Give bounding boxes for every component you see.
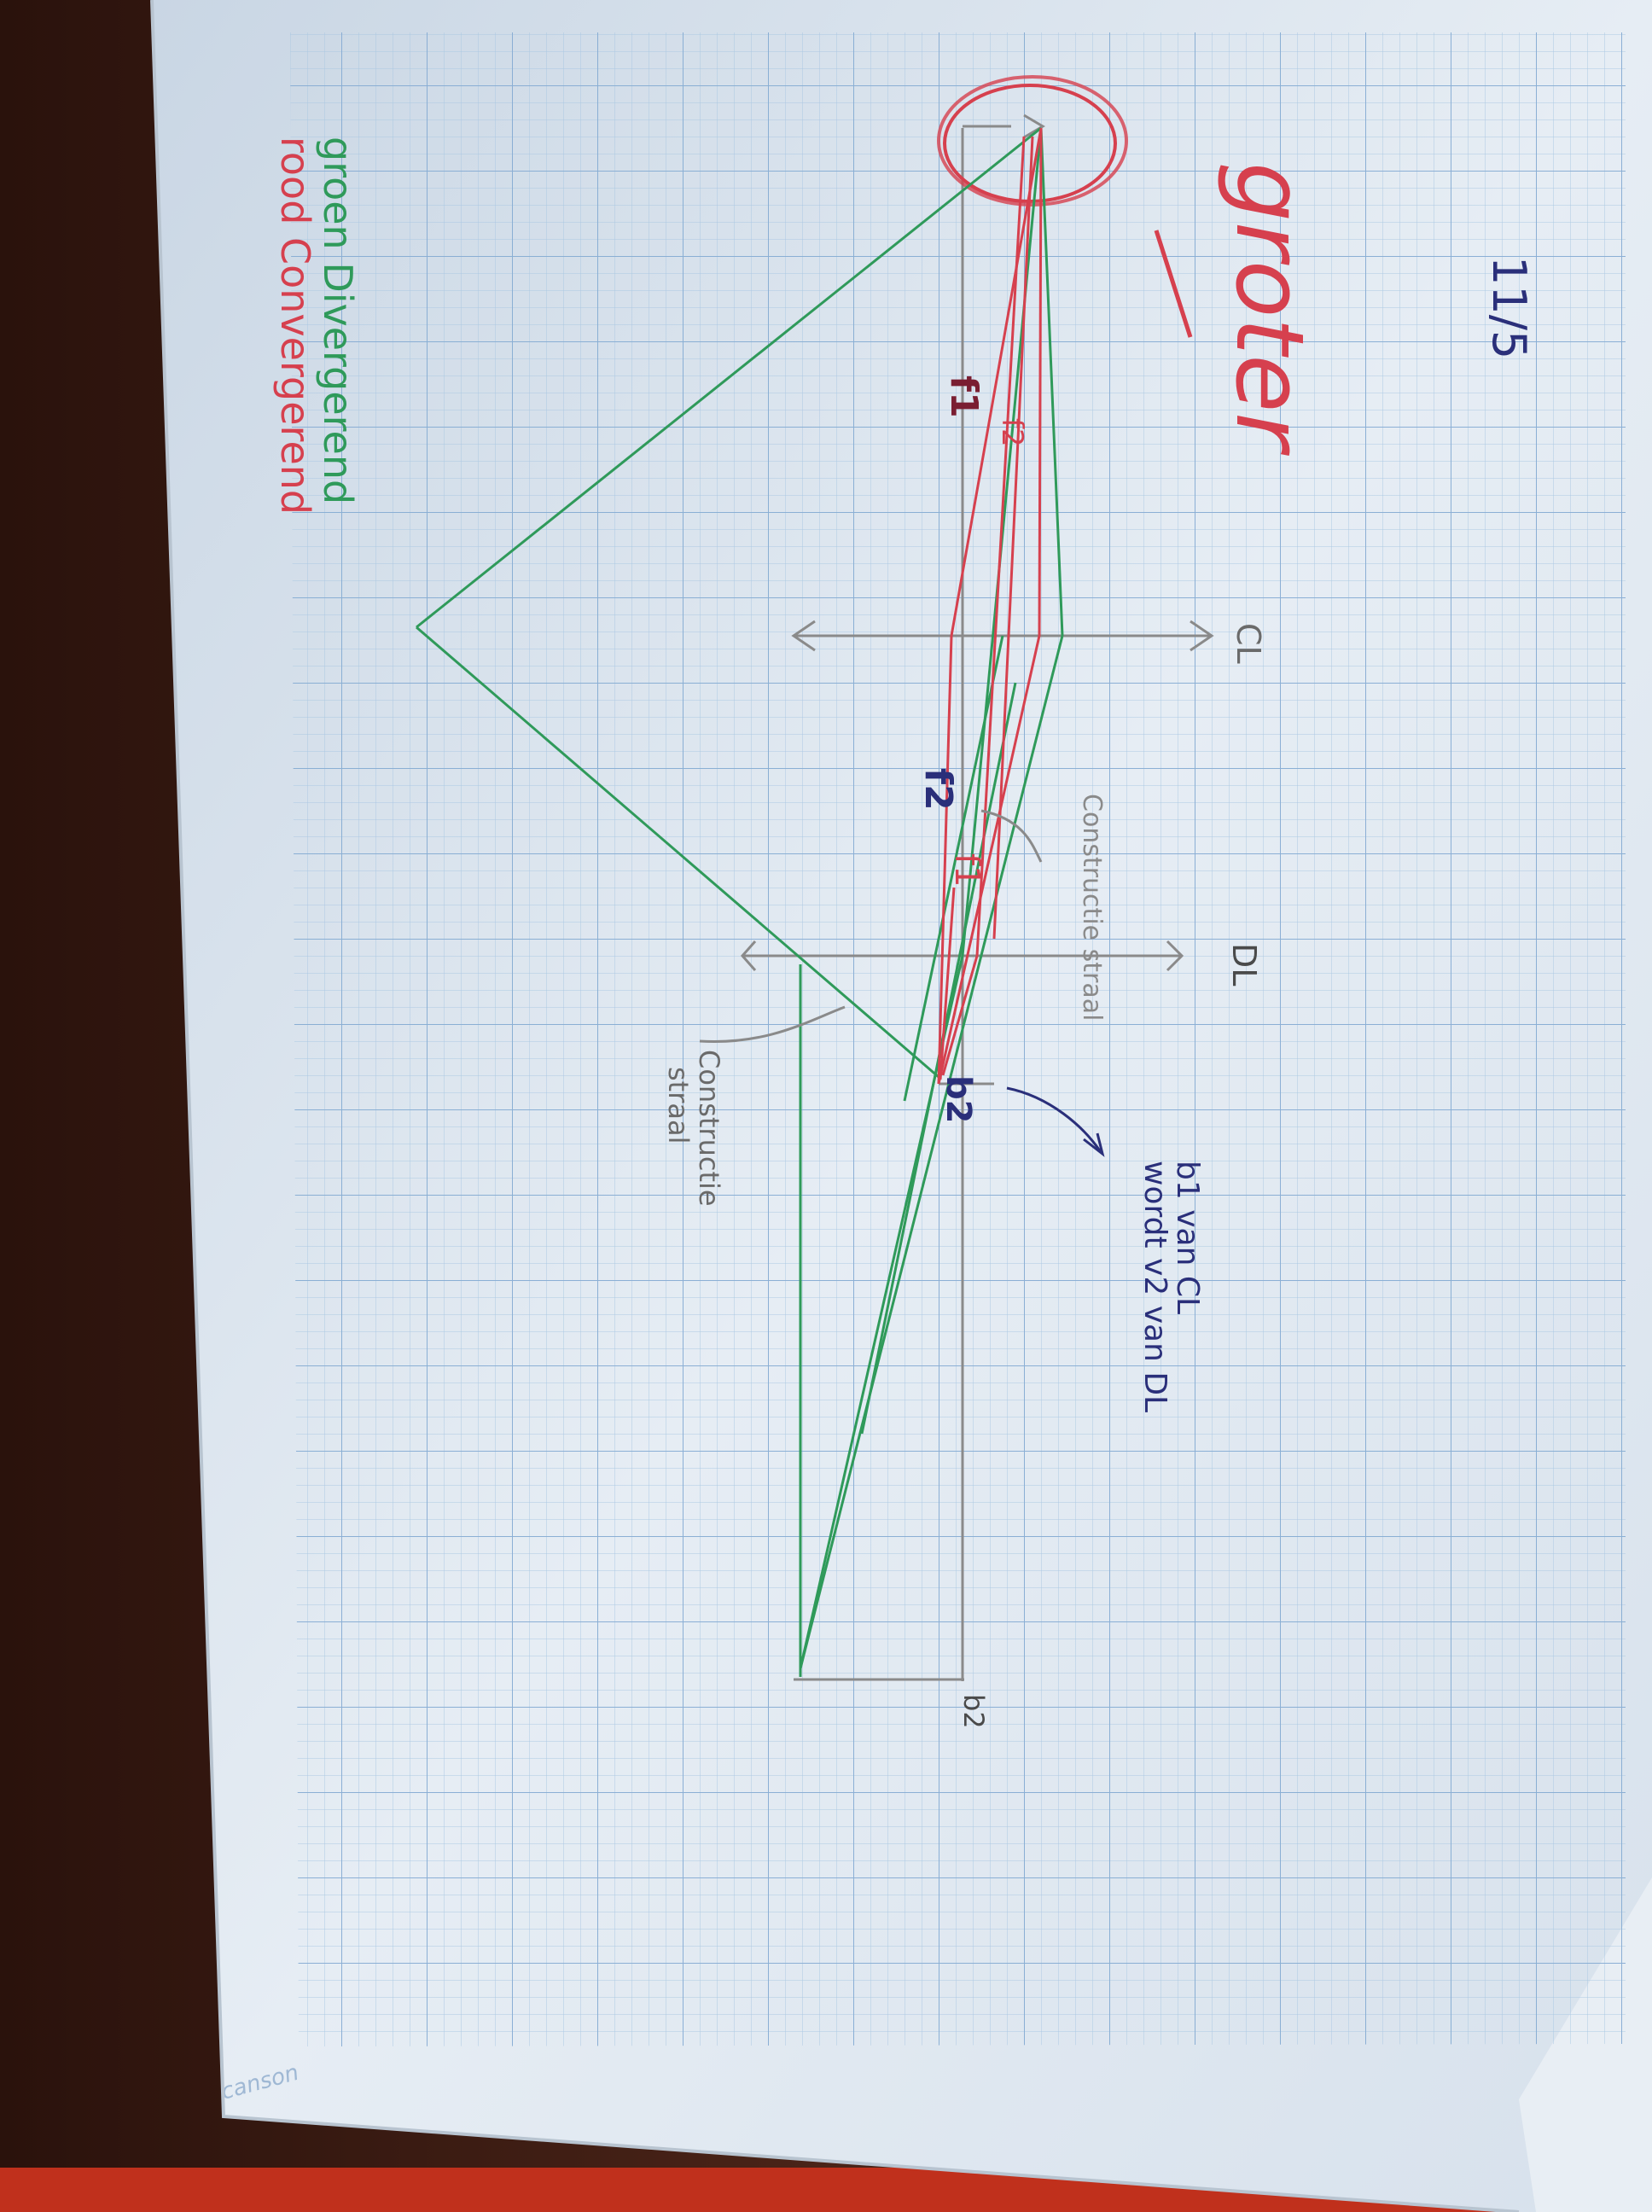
dl-label-group: DL: [1225, 943, 1263, 986]
dl-label: DL: [1225, 943, 1263, 986]
paper-edge: [150, 0, 1520, 2212]
f1-right-group: f1: [947, 853, 986, 888]
b2-corner-label: b2: [957, 1694, 990, 1729]
construction-ray-2-line1: Constructie: [693, 1050, 725, 1207]
f1-left-group: f1: [942, 375, 986, 418]
note-group: b1 van CL wordt v2 van DL: [1137, 1161, 1205, 1412]
f2-left-label: f2: [916, 768, 960, 811]
f1-right-label: f1: [947, 853, 986, 888]
f2-top-label: f2: [995, 418, 1029, 447]
construction-ray-1: Constructie straal: [1077, 794, 1107, 1021]
note-line2: wordt v2 van DL: [1137, 1161, 1172, 1412]
legend-green: groen Divergerend: [315, 137, 361, 504]
b2-right-group: b2: [939, 1075, 978, 1123]
cl-label-group: CL: [1230, 623, 1267, 664]
cl-arrow-right: [1190, 620, 1214, 652]
f2-left-group: f2: [916, 768, 960, 811]
page-number-group: 11/5: [1482, 256, 1536, 359]
legend-group: groen Divergerend rood Convergerend: [272, 137, 361, 515]
title-underline: [1154, 230, 1193, 338]
red-rays: [937, 127, 1043, 1085]
page-title: groter: [1215, 162, 1324, 456]
blue-pointer: [1006, 1086, 1105, 1157]
dl-arrow-right: [1166, 940, 1184, 972]
construction-ray-1-group: Constructie straal: [1077, 794, 1107, 1021]
f2-top-group: f2: [995, 418, 1029, 447]
b2-right-label: b2: [939, 1075, 978, 1123]
cl-arrow-left: [791, 620, 816, 652]
title-group: groter: [1215, 162, 1324, 456]
b2-corner-group: b2: [957, 1694, 990, 1729]
f1-left-label: f1: [942, 375, 986, 418]
graph-grid: [290, 32, 1626, 2046]
note-line1: b1 van CL: [1170, 1161, 1205, 1314]
legend-red: rood Convergerend: [272, 137, 318, 515]
object-arrowhead: [1023, 114, 1045, 139]
construction-ray-2-line2: straal: [662, 1067, 695, 1144]
page-number: 11/5: [1482, 256, 1536, 359]
dl-arrow-left: [740, 940, 757, 971]
green-rays: [416, 126, 1064, 1677]
construction-pointers: [699, 809, 1043, 1044]
cl-label: CL: [1230, 623, 1267, 664]
construction-ray-2-group: Constructie straal: [662, 1050, 725, 1207]
